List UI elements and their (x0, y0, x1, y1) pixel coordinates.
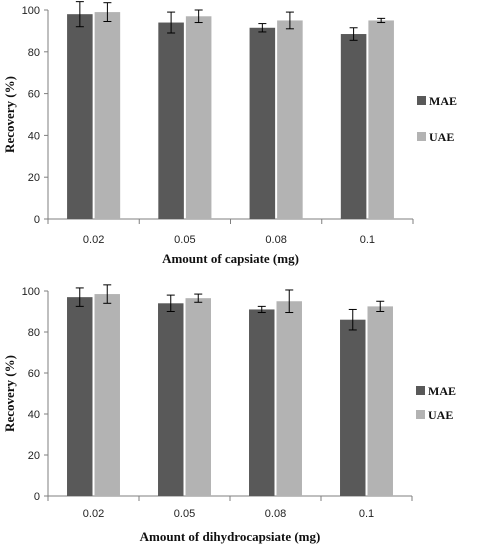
bar-uae (368, 20, 394, 220)
legend-swatch-uae (416, 410, 425, 419)
x-axis-title: Amount of dihydrocapsiate (mg) (140, 529, 321, 544)
y-tick-label: 100 (22, 286, 40, 298)
y-tick-label: 60 (28, 368, 40, 380)
bar-uae (276, 301, 302, 496)
y-tick-label: 80 (28, 327, 40, 339)
y-tick-label: 60 (28, 89, 40, 101)
x-tick-label: 0.08 (265, 508, 286, 520)
chart-2: 0 20 40 60 80 100 0.02 0.05 0.08 0.1 Amount of dih… (2, 284, 456, 544)
legend-label-uae: UAE (428, 408, 453, 422)
bar-uae (94, 12, 121, 220)
y-tick-label: 0 (34, 214, 40, 226)
bar-mae (67, 14, 93, 220)
x-tick-label: 0.1 (359, 508, 374, 520)
x-tick-label: 0.02 (83, 508, 104, 520)
bar-uae (185, 16, 212, 219)
x-tick-label: 0.08 (265, 234, 286, 246)
x-axis-title: Amount of capsiate (mg) (162, 251, 299, 266)
legend-label-uae: UAE (429, 130, 454, 144)
y-tick-label: 40 (28, 409, 40, 421)
bar-mae (67, 297, 93, 496)
bar-mae (249, 309, 275, 496)
bar-mae (158, 22, 184, 219)
x-tick-label: 0.02 (83, 234, 104, 246)
x-tick-label: 0.05 (174, 508, 195, 520)
chart-1: 0 20 40 60 80 100 0.02 0.05 0.08 0.1 Amount of cap… (2, 1, 457, 266)
legend-swatch-mae (417, 96, 426, 105)
y-tick-label: 80 (28, 47, 40, 59)
y-tick-label: 40 (28, 130, 40, 142)
legend-swatch-uae (417, 132, 426, 141)
y-tick-label: 100 (22, 5, 40, 17)
x-tick-label: 0.05 (174, 234, 195, 246)
x-tick-label: 0.1 (360, 234, 375, 246)
y-tick-label: 20 (28, 172, 40, 184)
bar-uae (367, 306, 393, 496)
y-axis-title: Recovery (%) (2, 355, 17, 432)
bar-uae (185, 298, 211, 496)
legend-label-mae: MAE (428, 384, 456, 398)
y-tick-label: 0 (34, 491, 40, 503)
bar-mae (340, 34, 367, 219)
y-tick-label: 20 (28, 450, 40, 462)
bar-mae (249, 27, 276, 219)
bar-mae (158, 303, 184, 496)
bar-uae (94, 294, 120, 496)
bar-uae (277, 20, 303, 220)
bar-mae (340, 319, 366, 496)
legend-swatch-mae (416, 386, 425, 395)
y-axis-title: Recovery (%) (2, 76, 17, 153)
legend-label-mae: MAE (429, 94, 457, 108)
